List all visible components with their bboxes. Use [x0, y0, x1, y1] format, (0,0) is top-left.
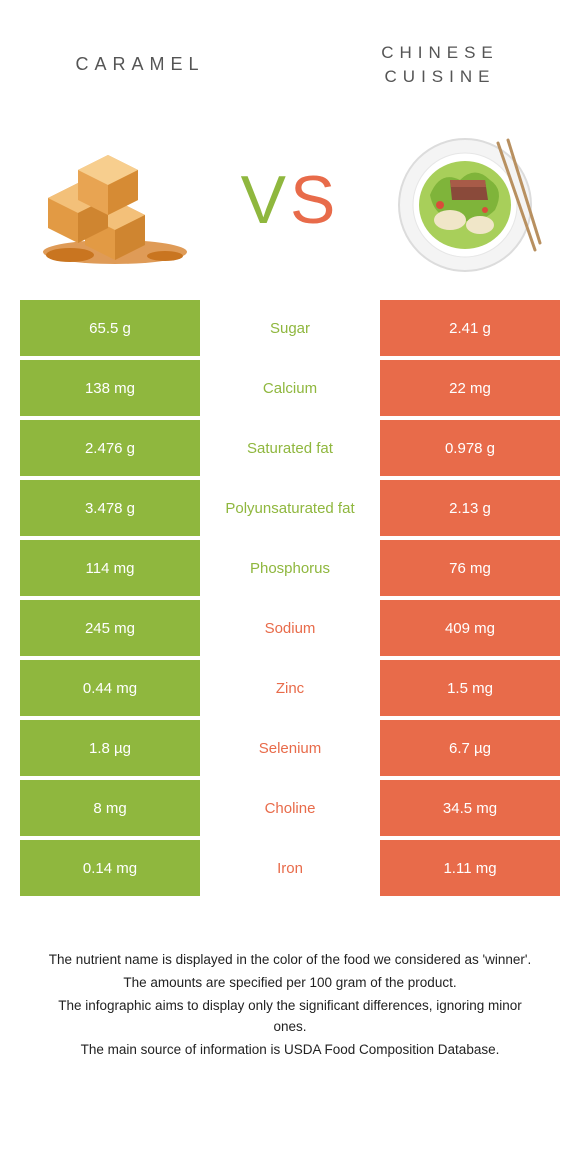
table-row: 8 mgCholine34.5 mg — [20, 780, 560, 836]
nutrient-label: Iron — [200, 840, 380, 896]
value-left: 3.478 g — [20, 480, 200, 536]
nutrient-label: Sodium — [200, 600, 380, 656]
nutrient-label: Calcium — [200, 360, 380, 416]
table-row: 1.8 µgSelenium6.7 µg — [20, 720, 560, 776]
table-row: 65.5 gSugar2.41 g — [20, 300, 560, 356]
value-right: 34.5 mg — [380, 780, 560, 836]
footnote-line: The amounts are specified per 100 gram o… — [45, 973, 535, 994]
footnote-line: The infographic aims to display only the… — [45, 996, 535, 1038]
images-row: VS — [0, 110, 580, 300]
value-right: 2.13 g — [380, 480, 560, 536]
vs-label: VS — [241, 161, 340, 239]
nutrient-label: Sugar — [200, 300, 380, 356]
table-row: 138 mgCalcium22 mg — [20, 360, 560, 416]
value-left: 245 mg — [20, 600, 200, 656]
value-right: 6.7 µg — [380, 720, 560, 776]
chinese-cuisine-image — [380, 125, 550, 275]
caramel-image — [30, 125, 200, 275]
table-row: 0.44 mgZinc1.5 mg — [20, 660, 560, 716]
nutrient-label: Saturated fat — [200, 420, 380, 476]
table-row: 2.476 gSaturated fat0.978 g — [20, 420, 560, 476]
nutrient-label: Selenium — [200, 720, 380, 776]
value-left: 1.8 µg — [20, 720, 200, 776]
footnotes: The nutrient name is displayed in the co… — [0, 900, 580, 1061]
table-row: 245 mgSodium409 mg — [20, 600, 560, 656]
value-left: 0.14 mg — [20, 840, 200, 896]
nutrient-label: Polyunsaturated fat — [200, 480, 380, 536]
value-right: 22 mg — [380, 360, 560, 416]
comparison-table: 65.5 gSugar2.41 g138 mgCalcium22 mg2.476… — [0, 300, 580, 896]
value-right: 1.5 mg — [380, 660, 560, 716]
value-right: 76 mg — [380, 540, 560, 596]
vs-s: S — [290, 162, 339, 238]
value-left: 2.476 g — [20, 420, 200, 476]
nutrient-label: Choline — [200, 780, 380, 836]
footnote-line: The nutrient name is displayed in the co… — [45, 950, 535, 971]
value-right: 409 mg — [380, 600, 560, 656]
table-row: 3.478 gPolyunsaturated fat2.13 g — [20, 480, 560, 536]
table-row: 0.14 mgIron1.11 mg — [20, 840, 560, 896]
value-left: 8 mg — [20, 780, 200, 836]
value-right: 1.11 mg — [380, 840, 560, 896]
value-left: 65.5 g — [20, 300, 200, 356]
nutrient-label: Phosphorus — [200, 540, 380, 596]
footnote-line: The main source of information is USDA F… — [45, 1040, 535, 1061]
vs-v: V — [241, 162, 290, 238]
value-left: 138 mg — [20, 360, 200, 416]
value-left: 0.44 mg — [20, 660, 200, 716]
value-right: 0.978 g — [380, 420, 560, 476]
table-row: 114 mgPhosphorus76 mg — [20, 540, 560, 596]
header: Caramel Chinese cuisine — [0, 0, 580, 110]
value-left: 114 mg — [20, 540, 200, 596]
title-right: Chinese cuisine — [340, 41, 540, 89]
title-left: Caramel — [40, 52, 240, 77]
nutrient-label: Zinc — [200, 660, 380, 716]
value-right: 2.41 g — [380, 300, 560, 356]
